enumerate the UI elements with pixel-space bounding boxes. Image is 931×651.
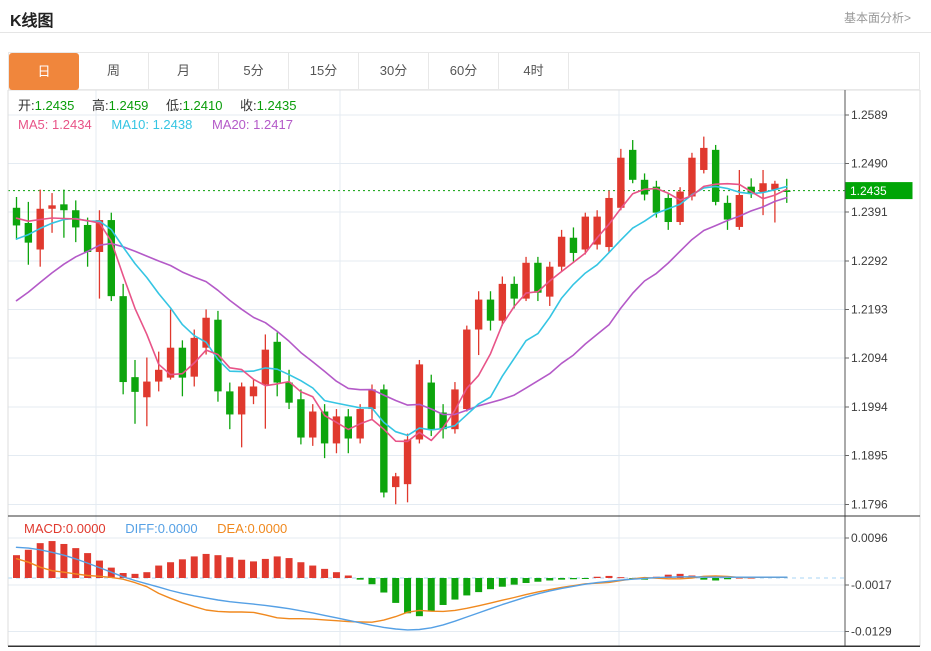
period-tab-bar: 日周月 5分 15分 30分 60分 4时 (8, 52, 920, 90)
tab-60min[interactable]: 60分 (429, 53, 499, 89)
tab-week[interactable]: 周 (79, 53, 149, 89)
ma20-value: MA20: 1.2417 (211, 117, 293, 132)
tab-month[interactable]: 月 (149, 53, 219, 89)
tab-day[interactable]: 日 (9, 53, 79, 90)
macd-value: MACD:0.0000 (24, 521, 106, 536)
svg-text:1.1895: 1.1895 (851, 449, 888, 463)
diff-value: DIFF:0.0000 (125, 521, 198, 536)
tab-4hour[interactable]: 4时 (499, 53, 569, 89)
ma5-value: MA5: 1.2434 (18, 117, 92, 132)
fundamental-analysis-link[interactable]: 基本面分析> (843, 11, 911, 25)
svg-text:1.1994: 1.1994 (851, 400, 888, 414)
tab-5min[interactable]: 5分 (219, 53, 289, 89)
svg-text:1.2292: 1.2292 (851, 254, 888, 268)
svg-text:1.2094: 1.2094 (851, 351, 888, 365)
open-value: 开:1.2435 (18, 98, 75, 113)
close-value: 收:1.2435 (240, 98, 297, 113)
svg-text:-0.0017: -0.0017 (851, 578, 892, 592)
dea-value: DEA:0.0000 (217, 521, 288, 536)
svg-text:1.2193: 1.2193 (851, 302, 888, 316)
svg-text:0.0096: 0.0096 (851, 531, 888, 545)
ohlc-readout: 开:1.2435 高:1.2459 低:1.2410 收:1.2435 (18, 95, 310, 114)
high-value: 高:1.2459 (92, 98, 149, 113)
svg-text:1.1796: 1.1796 (851, 497, 888, 511)
svg-text:1.2435: 1.2435 (850, 184, 887, 198)
ma10-value: MA10: 1.2438 (111, 117, 193, 132)
page-title: K线图 (10, 13, 54, 30)
low-value: 低:1.2410 (166, 98, 223, 113)
svg-text:1.2391: 1.2391 (851, 205, 888, 219)
svg-text:1.2490: 1.2490 (851, 157, 888, 171)
ma-readout: MA5: 1.2434 MA10: 1.2438 MA20: 1.2417 (18, 117, 309, 132)
tab-30min[interactable]: 30分 (359, 53, 429, 89)
svg-text:-0.0129: -0.0129 (851, 625, 892, 639)
tab-15min[interactable]: 15分 (289, 53, 359, 89)
page-header: K线图 基本面分析> (0, 0, 931, 33)
macd-readout: MACD:0.0000 DIFF:0.0000 DEA:0.0000 (24, 521, 303, 536)
svg-text:1.2589: 1.2589 (851, 108, 888, 122)
